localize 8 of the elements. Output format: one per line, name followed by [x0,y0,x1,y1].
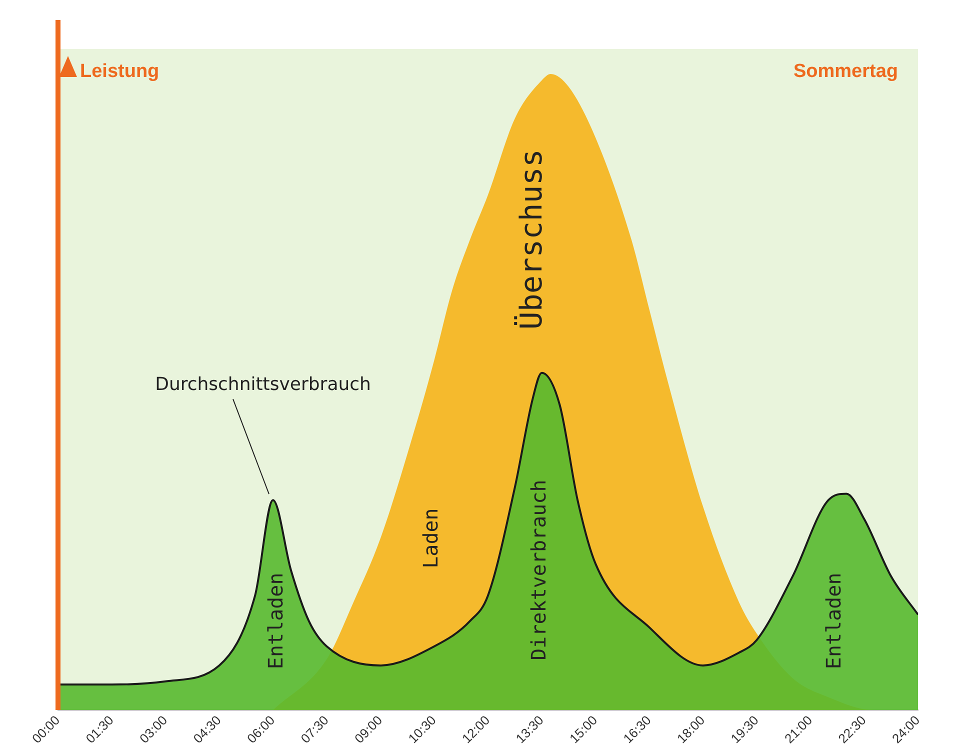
annotation: Überschuss [513,149,550,330]
annotation: Durchschnittsverbrauch [155,374,371,395]
chart-title: Sommertag [793,61,898,82]
y-axis-title: Leistung [80,61,160,82]
annotation: Entladen [264,572,288,670]
annotation: Entladen [822,572,846,670]
annotation: Laden [418,508,442,568]
annotation: Direktverbrauch [526,480,551,660]
